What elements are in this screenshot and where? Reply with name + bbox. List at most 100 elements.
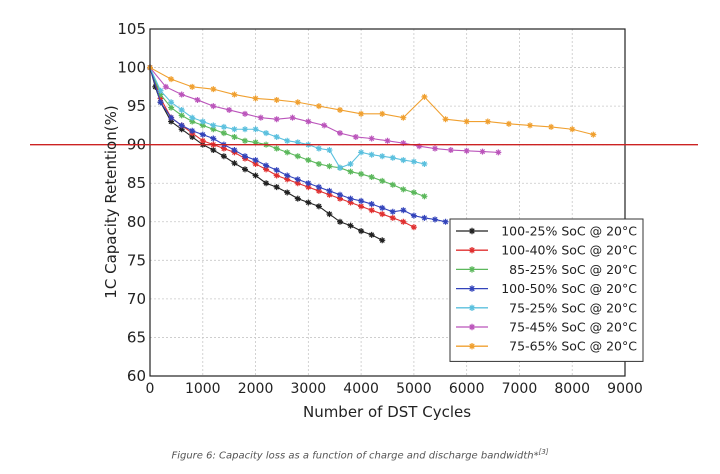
data-point: [189, 83, 196, 90]
legend-item: 75-45% SoC @ 20°C: [456, 320, 637, 335]
data-point: [178, 106, 185, 113]
data-point: [505, 120, 512, 127]
legend-box: [449, 218, 644, 362]
data-point: [384, 137, 391, 144]
data-point: [368, 201, 375, 208]
chart: 0 1000 2000 3000 4000 5000 6000 7000 8000 9000 60…: [30, 20, 698, 421]
data-point: [210, 135, 217, 142]
legend-label: 100-50% SoC @ 20°C: [501, 281, 637, 296]
x-tick-label: 2000: [238, 381, 274, 397]
legend-swatch-marker: [468, 304, 476, 311]
data-point: [294, 176, 301, 183]
data-point: [495, 149, 502, 156]
y-tick-label: 85: [127, 174, 146, 192]
data-point: [368, 207, 375, 214]
data-point: [273, 172, 280, 179]
data-point: [326, 211, 333, 218]
series-100-50-soc-20-c: [146, 64, 449, 225]
data-point: [315, 203, 322, 210]
data-point: [162, 83, 169, 90]
data-point: [358, 149, 365, 156]
data-point: [368, 174, 375, 181]
data-point: [315, 103, 322, 110]
x-tick-label: 0: [146, 381, 155, 397]
figure-caption-ref: [3]: [538, 448, 549, 456]
data-point: [168, 76, 175, 83]
data-point: [569, 126, 576, 133]
legend-swatch-marker: [468, 266, 476, 273]
data-point: [178, 122, 185, 129]
x-tick-label: 5000: [396, 381, 432, 397]
data-point: [273, 167, 280, 174]
data-point: [289, 114, 296, 121]
y-tick-label: 70: [127, 290, 146, 308]
y-tick-label: 95: [127, 97, 146, 115]
data-point: [189, 114, 196, 121]
data-point: [379, 211, 386, 218]
x-tick-label: 8000: [554, 381, 590, 397]
data-point: [347, 222, 354, 229]
data-point: [347, 168, 354, 175]
data-point: [263, 180, 270, 187]
data-point: [231, 91, 238, 98]
series-85-25-soc-20-c: [146, 64, 428, 200]
y-tick-label: 75: [127, 251, 146, 269]
data-point: [421, 193, 428, 200]
y-tick-label: 100: [117, 59, 146, 77]
legend-swatch-marker: [468, 227, 476, 235]
data-point: [305, 118, 312, 125]
data-point: [168, 99, 175, 106]
y-tick-label: 60: [127, 367, 146, 385]
data-point: [368, 231, 375, 238]
data-point: [273, 116, 280, 123]
legend-item: 85-25% SoC @ 20°C: [456, 262, 637, 277]
data-point: [294, 195, 301, 202]
data-point: [379, 204, 386, 211]
data-point: [252, 157, 259, 164]
data-point: [284, 137, 291, 144]
x-axis-label: Number of DST Cycles: [303, 403, 471, 421]
data-point: [421, 160, 428, 167]
data-point: [526, 122, 534, 129]
data-point: [305, 157, 312, 164]
data-point: [379, 237, 386, 244]
data-point: [410, 212, 417, 219]
data-point: [241, 137, 249, 144]
data-point: [463, 118, 470, 125]
legend-label: 85-25% SoC @ 20°C: [509, 262, 637, 277]
data-point: [263, 162, 270, 169]
data-point: [326, 147, 333, 154]
data-point: [241, 153, 249, 160]
data-point: [358, 197, 365, 204]
data-point: [379, 153, 386, 160]
data-point: [220, 123, 227, 130]
data-point: [194, 96, 201, 103]
data-point: [484, 118, 491, 125]
data-point: [220, 153, 227, 160]
data-point: [252, 95, 259, 102]
data-point: [400, 114, 407, 121]
data-point: [400, 218, 407, 225]
x-tick-label: 3000: [291, 381, 327, 397]
x-tick-label: 7000: [502, 381, 538, 397]
data-point: [252, 126, 259, 133]
data-point: [410, 158, 417, 165]
data-point: [157, 87, 164, 94]
data-point: [358, 228, 365, 235]
data-point: [189, 127, 196, 134]
data-point: [421, 214, 428, 221]
legend-swatch-marker: [468, 247, 476, 254]
data-point: [231, 126, 238, 133]
data-point: [273, 184, 280, 191]
legend-label: 75-25% SoC @ 20°C: [509, 300, 637, 315]
series-75-65-soc-20-c: [146, 64, 597, 138]
data-point: [447, 147, 454, 154]
data-point: [199, 137, 206, 144]
legend-item: 75-65% SoC @ 20°C: [456, 339, 637, 354]
x-tick-label: 4000: [343, 381, 379, 397]
data-point: [284, 149, 291, 156]
x-tick-labels: 0 1000 2000 3000 4000 5000 6000 7000 8000 9000: [146, 381, 643, 397]
data-point: [315, 145, 322, 152]
data-point: [479, 148, 486, 155]
